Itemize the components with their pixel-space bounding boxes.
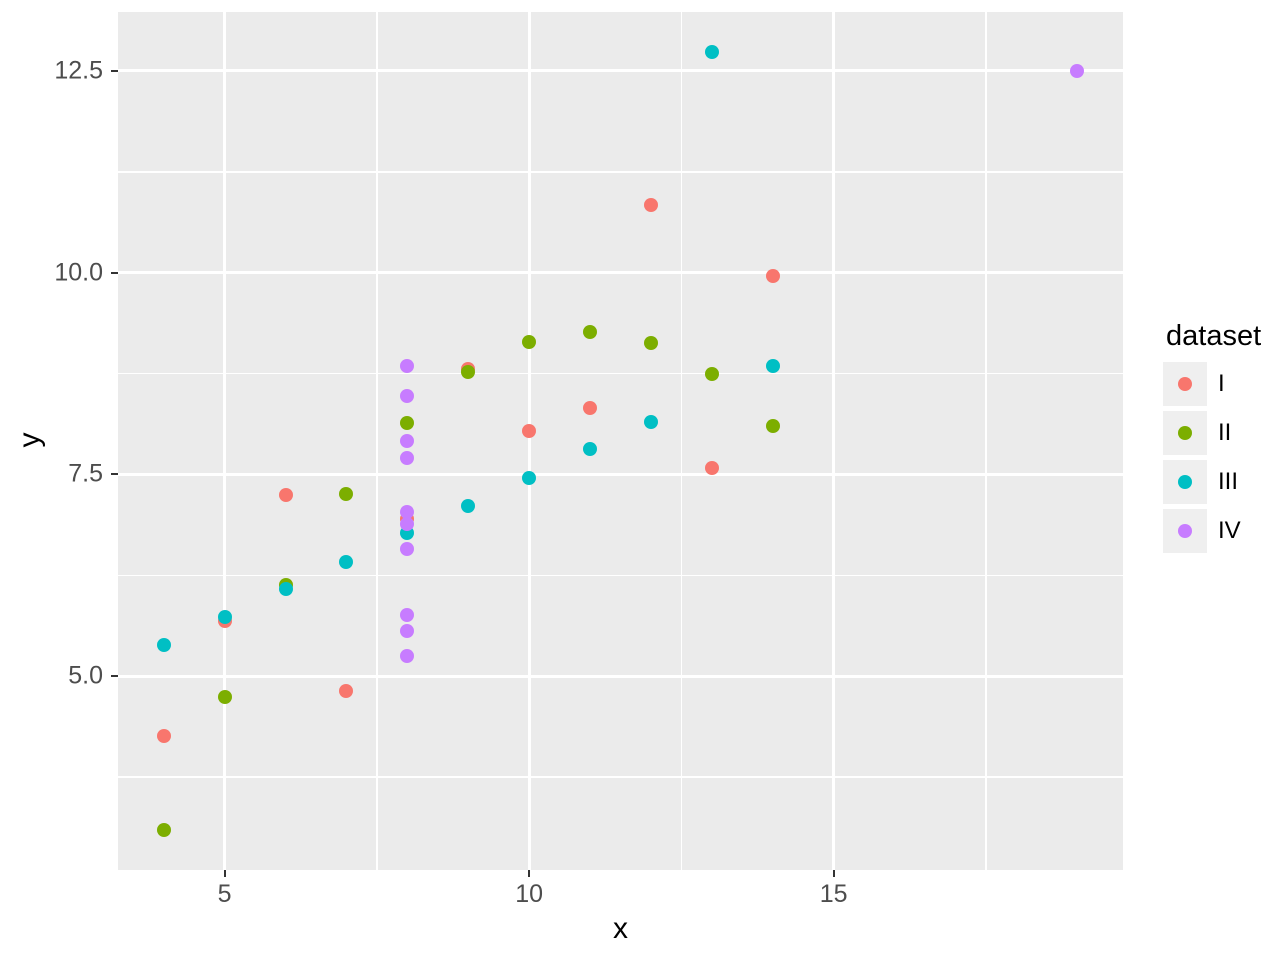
data-point-III	[156, 637, 171, 652]
y-major-gridline	[118, 472, 1123, 476]
x-minor-gridline	[680, 12, 683, 870]
y-tick-label: 7.5	[68, 459, 103, 488]
y-axis-title: y	[13, 432, 46, 448]
data-point-I	[765, 268, 780, 283]
data-point-II	[643, 335, 658, 350]
legend-entry-label: III	[1218, 467, 1239, 495]
x-minor-gridline	[985, 12, 987, 870]
y-minor-gridline	[118, 171, 1123, 173]
legend-entry-II: II	[1163, 410, 1261, 455]
data-point-IV	[400, 649, 415, 664]
plot-panel	[118, 12, 1123, 870]
data-point-II	[400, 415, 415, 430]
x-tick-mark	[832, 870, 835, 877]
legend-dot-icon	[1178, 425, 1192, 440]
data-point-IV	[400, 504, 415, 519]
data-point-IV	[400, 607, 415, 622]
data-point-I	[339, 683, 354, 698]
y-tick-label: 5.0	[68, 661, 103, 690]
data-point-III	[643, 415, 658, 430]
y-minor-gridline	[118, 574, 1123, 577]
data-point-III	[704, 44, 719, 59]
data-point-IV	[400, 541, 415, 556]
data-point-I	[156, 729, 171, 743]
data-point-IV	[400, 450, 415, 465]
legend-entry-label: IV	[1218, 516, 1241, 544]
data-point-II	[583, 325, 598, 340]
data-point-III	[522, 470, 537, 485]
y-tick-label: 12.5	[54, 56, 103, 85]
y-major-gridline	[118, 271, 1123, 275]
data-point-II	[339, 486, 354, 501]
data-point-II	[461, 364, 476, 379]
data-point-II	[522, 335, 537, 350]
data-point-IV	[400, 434, 415, 449]
legend-entry-III: III	[1163, 459, 1261, 504]
y-tick-mark	[111, 69, 118, 72]
y-major-gridline	[118, 69, 1123, 73]
x-tick-mark	[528, 870, 531, 877]
legend-entry-IV: IV	[1163, 508, 1261, 553]
x-minor-gridline	[376, 12, 378, 870]
y-tick-mark	[111, 271, 118, 274]
x-tick-label: 15	[819, 880, 848, 908]
legend-entry-I: I	[1163, 361, 1261, 406]
data-point-III	[461, 498, 476, 513]
y-major-gridline	[118, 674, 1123, 678]
data-point-IV	[1070, 63, 1085, 78]
data-point-I	[583, 400, 598, 415]
legend-entry-label: II	[1218, 418, 1232, 446]
legend-title: dataset	[1166, 320, 1262, 352]
data-point-IV	[400, 624, 415, 639]
x-major-gridline	[223, 12, 227, 870]
legend-dot-icon	[1178, 376, 1192, 391]
legend-key	[1163, 361, 1207, 406]
data-point-IV	[400, 516, 415, 531]
data-point-III	[765, 359, 780, 374]
y-minor-gridline	[118, 372, 1123, 375]
data-point-I	[704, 461, 719, 476]
data-point-III	[583, 442, 598, 457]
legend-key	[1163, 459, 1207, 504]
data-point-IV	[400, 359, 415, 374]
x-axis-title: x	[613, 912, 628, 945]
x-tick-label: 10	[515, 880, 544, 908]
legend-dot-icon	[1178, 474, 1192, 489]
x-major-gridline	[832, 12, 836, 870]
data-point-II	[765, 419, 780, 434]
legend-key	[1163, 508, 1207, 553]
legend-entry-label: I	[1218, 369, 1225, 397]
x-tick-mark	[223, 870, 226, 877]
legend-entries: I II III IV	[1163, 361, 1261, 553]
data-point-IV	[400, 389, 415, 404]
data-point-III	[217, 610, 232, 625]
data-point-I	[643, 197, 658, 212]
legend-dot-icon	[1178, 523, 1192, 538]
data-point-III	[339, 554, 354, 569]
legend-key	[1163, 410, 1207, 455]
data-point-II	[704, 367, 719, 382]
data-point-II	[217, 690, 232, 705]
data-point-III	[278, 582, 293, 597]
legend: dataset I II III IV	[1163, 320, 1262, 558]
y-tick-mark	[111, 473, 118, 476]
data-point-II	[156, 822, 171, 837]
y-tick-mark	[111, 675, 118, 678]
x-tick-label: 5	[217, 880, 232, 908]
data-point-I	[522, 423, 537, 438]
x-major-gridline	[527, 12, 531, 870]
y-minor-gridline	[118, 776, 1123, 778]
data-point-I	[278, 488, 293, 503]
y-tick-label: 10.0	[54, 257, 103, 286]
